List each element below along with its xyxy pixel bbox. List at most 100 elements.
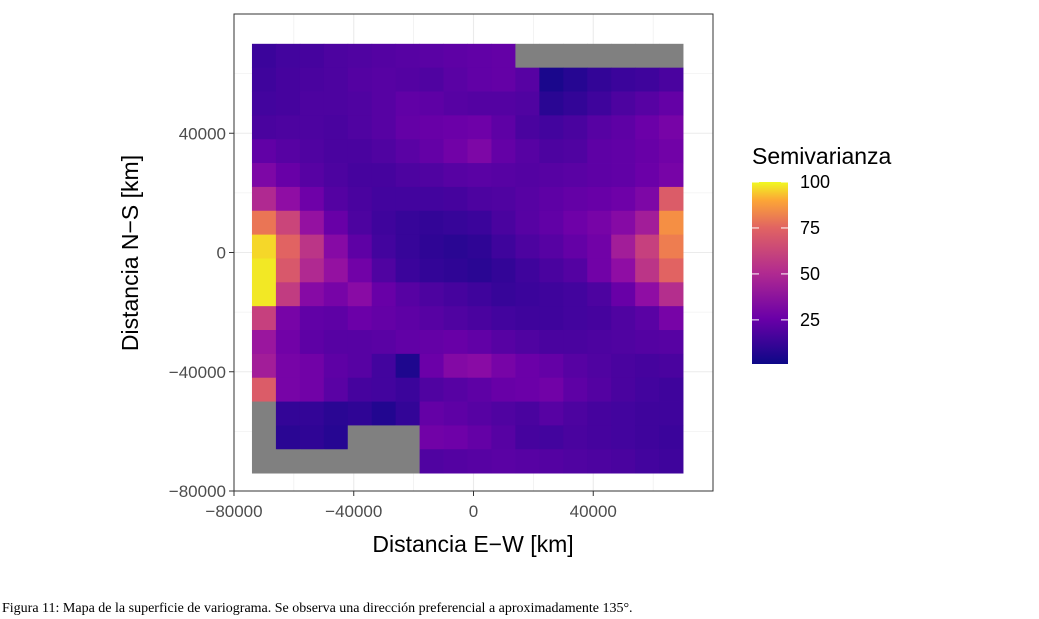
heatmap-cell: [587, 449, 612, 474]
heatmap-cell: [251, 67, 277, 92]
heatmap-cell: [563, 425, 588, 450]
heatmap-cell: [515, 449, 540, 474]
heatmap-cell: [419, 258, 444, 283]
heatmap-cell: [275, 425, 301, 450]
heatmap-cell: [611, 67, 636, 92]
heatmap-cell: [443, 401, 468, 426]
heatmap-cell: [323, 234, 349, 259]
heatmap-cell: [323, 449, 349, 474]
heatmap-cell: [419, 425, 444, 450]
heatmap-cell: [491, 67, 516, 92]
heatmap-cell: [299, 401, 325, 426]
heatmap-cell: [395, 377, 421, 402]
heatmap-cell: [659, 330, 684, 355]
heatmap-cell: [371, 139, 397, 164]
heatmap-cell: [347, 186, 373, 212]
legend-tick-label: 100: [800, 172, 830, 192]
heatmap-cell: [443, 353, 468, 379]
y-axis-ticks: −80000 −40000 0 40000: [169, 124, 234, 501]
heatmap-cell: [539, 43, 564, 69]
heatmap-cell: [275, 258, 301, 283]
heatmap-cell: [299, 139, 325, 164]
heatmap-cell: [323, 282, 349, 307]
heatmap-cell: [275, 353, 301, 379]
heatmap-cell: [635, 210, 660, 236]
heatmap-cell: [395, 43, 421, 69]
heatmap-cell: [419, 377, 444, 402]
heatmap-cell: [443, 449, 468, 474]
heatmap-cell: [251, 139, 277, 164]
heatmap-cell: [563, 210, 588, 236]
heatmap-cell: [275, 210, 301, 236]
heatmap-cell: [299, 43, 325, 69]
heatmap-cell: [323, 425, 349, 450]
heatmap-cell: [395, 425, 421, 450]
heatmap-cell: [251, 163, 277, 188]
heatmap-cell: [299, 330, 325, 355]
heatmap-cell: [275, 401, 301, 426]
heatmap-cell: [659, 91, 684, 116]
heatmap-cell: [587, 401, 612, 426]
heatmap-cell: [659, 115, 684, 140]
heatmap-cell: [371, 401, 397, 426]
heatmap-cell: [539, 91, 564, 116]
y-tick-label: 0: [217, 244, 226, 263]
heatmap-cell: [659, 163, 684, 188]
heatmap-cell: [635, 91, 660, 116]
heatmap-cell: [251, 377, 277, 402]
heatmap-cell: [371, 67, 397, 92]
heatmap-cell: [467, 330, 492, 355]
heatmap-cell: [299, 234, 325, 259]
heatmap-cell: [275, 186, 301, 212]
heatmap-cell: [419, 401, 444, 426]
x-tick-label: −80000: [205, 502, 262, 521]
heatmap-cell: [467, 425, 492, 450]
heatmap-cell: [251, 210, 277, 236]
heatmap-cell: [323, 306, 349, 331]
heatmap-cell: [395, 186, 421, 212]
heatmap-cell: [611, 186, 636, 212]
heatmap-cell: [323, 43, 349, 69]
heatmap-cell: [371, 258, 397, 283]
heatmap-cell: [587, 43, 612, 69]
heatmap-cell: [539, 306, 564, 331]
heatmap-cell: [587, 139, 612, 164]
heatmap-cell: [443, 115, 468, 140]
heatmap-cell: [539, 67, 564, 92]
heatmap-cell: [347, 353, 373, 379]
heatmap-cell: [371, 115, 397, 140]
heatmap-cell: [563, 67, 588, 92]
heatmap-cell: [275, 306, 301, 331]
heatmap-cell: [587, 163, 612, 188]
heatmap-cell: [251, 91, 277, 116]
heatmap-cell: [611, 330, 636, 355]
heatmap-cell: [419, 139, 444, 164]
heatmap-cell: [659, 353, 684, 379]
heatmap-cell: [275, 234, 301, 259]
heatmap-cell: [563, 163, 588, 188]
heatmap-cell: [443, 43, 468, 69]
heatmap-cell: [299, 449, 325, 474]
heatmap-cell: [467, 67, 492, 92]
heatmap-cell: [467, 163, 492, 188]
heatmap-cell: [275, 115, 301, 140]
heatmap-cell: [443, 306, 468, 331]
heatmap-cell: [299, 186, 325, 212]
heatmap-cell: [299, 353, 325, 379]
heatmap-cell: [323, 163, 349, 188]
heatmap-cell: [251, 43, 277, 69]
heatmap-cell: [299, 425, 325, 450]
heatmap-cell: [611, 91, 636, 116]
heatmap-cell: [659, 401, 684, 426]
heatmap-cell: [635, 43, 660, 69]
x-tick-label: −40000: [325, 502, 382, 521]
heatmap-cell: [347, 377, 373, 402]
heatmap-cell: [443, 258, 468, 283]
heatmap-cell: [611, 234, 636, 259]
heatmap-cell: [419, 91, 444, 116]
heatmap-cell: [611, 353, 636, 379]
heatmap-cell: [275, 377, 301, 402]
heatmap-cell: [491, 139, 516, 164]
heatmap-cell: [443, 377, 468, 402]
